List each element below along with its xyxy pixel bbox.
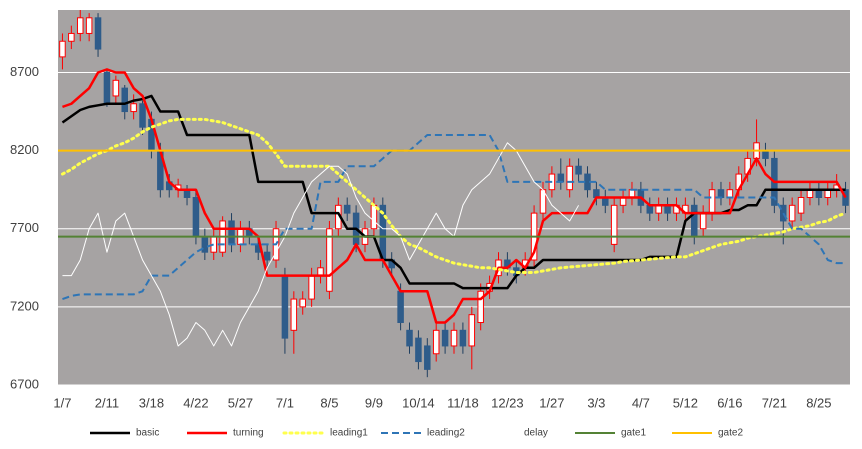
candle-body	[343, 204, 351, 214]
x-tick-label: 8/5	[320, 395, 338, 410]
x-tick-label: 3/3	[587, 395, 605, 410]
candle-body	[424, 345, 431, 370]
candle-body	[326, 228, 333, 292]
candle-body	[130, 103, 137, 113]
candle-body	[103, 72, 111, 105]
candle-body	[708, 189, 716, 214]
lines	[58, 68, 850, 347]
candle-body	[94, 17, 102, 50]
x-tick-label: 2/11	[95, 395, 119, 410]
candle-body	[192, 197, 200, 238]
candle-body	[477, 290, 484, 323]
indicator-line	[62, 142, 580, 347]
candle-body	[139, 103, 146, 128]
legend-label: delay	[524, 428, 548, 439]
candle-body	[842, 189, 849, 206]
labels: 6700 7200 7700 8200 8700 1/7 2/11 3/18 4/22 5/27 7…	[10, 64, 832, 411]
candle-body	[450, 329, 458, 347]
legend-label: gate2	[718, 428, 743, 439]
legend-label: leading1	[330, 428, 368, 439]
candle-body	[112, 79, 120, 97]
candle-body	[459, 329, 467, 347]
candle-body	[566, 165, 573, 191]
legend-label: gate1	[621, 428, 646, 439]
candle-body	[557, 173, 565, 183]
candle-body	[299, 298, 306, 308]
candle-body	[76, 17, 84, 34]
legend-label: basic	[136, 428, 159, 439]
candle-body	[68, 32, 75, 42]
candle-body	[415, 337, 422, 363]
candle-body	[726, 189, 734, 198]
candle-body	[788, 204, 796, 222]
candle-body	[263, 251, 271, 261]
candle-body	[762, 150, 769, 159]
candle-body	[699, 212, 707, 230]
candle-body	[691, 204, 698, 238]
candle-body	[717, 189, 725, 198]
x-tick-label: 1/7	[53, 395, 71, 410]
candle-body	[797, 197, 805, 214]
x-tick-label: 12/23	[491, 395, 524, 410]
y-tick-label: 8700	[10, 64, 39, 79]
x-tick-label: 4/22	[183, 395, 208, 410]
legend-label: turning	[233, 428, 264, 439]
candle-body	[201, 236, 209, 253]
legend-label: leading2	[427, 428, 465, 439]
x-tick-label: 9/9	[365, 395, 383, 410]
y-tick-label: 6700	[10, 376, 39, 391]
candle-body	[59, 40, 66, 58]
x-tick-label: 11/18	[447, 395, 479, 410]
candle-body	[228, 220, 235, 245]
candle-body	[85, 17, 93, 34]
candle-body	[610, 204, 618, 245]
indicator-line	[60, 117, 848, 274]
candle-body	[575, 165, 582, 175]
candle-body	[432, 329, 440, 355]
candle-body	[468, 314, 476, 347]
y-tick-label: 7700	[10, 220, 39, 235]
candle-body	[281, 275, 289, 339]
candle-body	[290, 298, 298, 331]
x-tick-label: 7/21	[762, 395, 787, 410]
legend: basic turning leading1 leading2 delay gate1 ga…	[90, 428, 743, 439]
y-tick-label: 8200	[10, 142, 39, 157]
candle-body	[121, 87, 129, 113]
candle-body	[397, 290, 404, 323]
candle-body	[308, 275, 315, 300]
x-tick-label: 10/14	[402, 395, 435, 410]
x-tick-label: 7/1	[276, 395, 294, 410]
indicator-line	[62, 134, 846, 301]
x-tick-label: 3/18	[139, 395, 164, 410]
x-tick-label: 5/27	[228, 395, 253, 410]
indicator-line	[62, 68, 847, 324]
candle-body	[441, 329, 449, 347]
x-tick-label: 4/7	[632, 395, 650, 410]
x-tick-label: 1/27	[539, 395, 564, 410]
x-tick-label: 6/16	[717, 395, 742, 410]
x-tick-label: 8/25	[806, 395, 831, 410]
x-tick-label: 5/12	[673, 395, 698, 410]
y-tick-label: 7200	[10, 298, 39, 313]
candle-body	[406, 329, 413, 347]
